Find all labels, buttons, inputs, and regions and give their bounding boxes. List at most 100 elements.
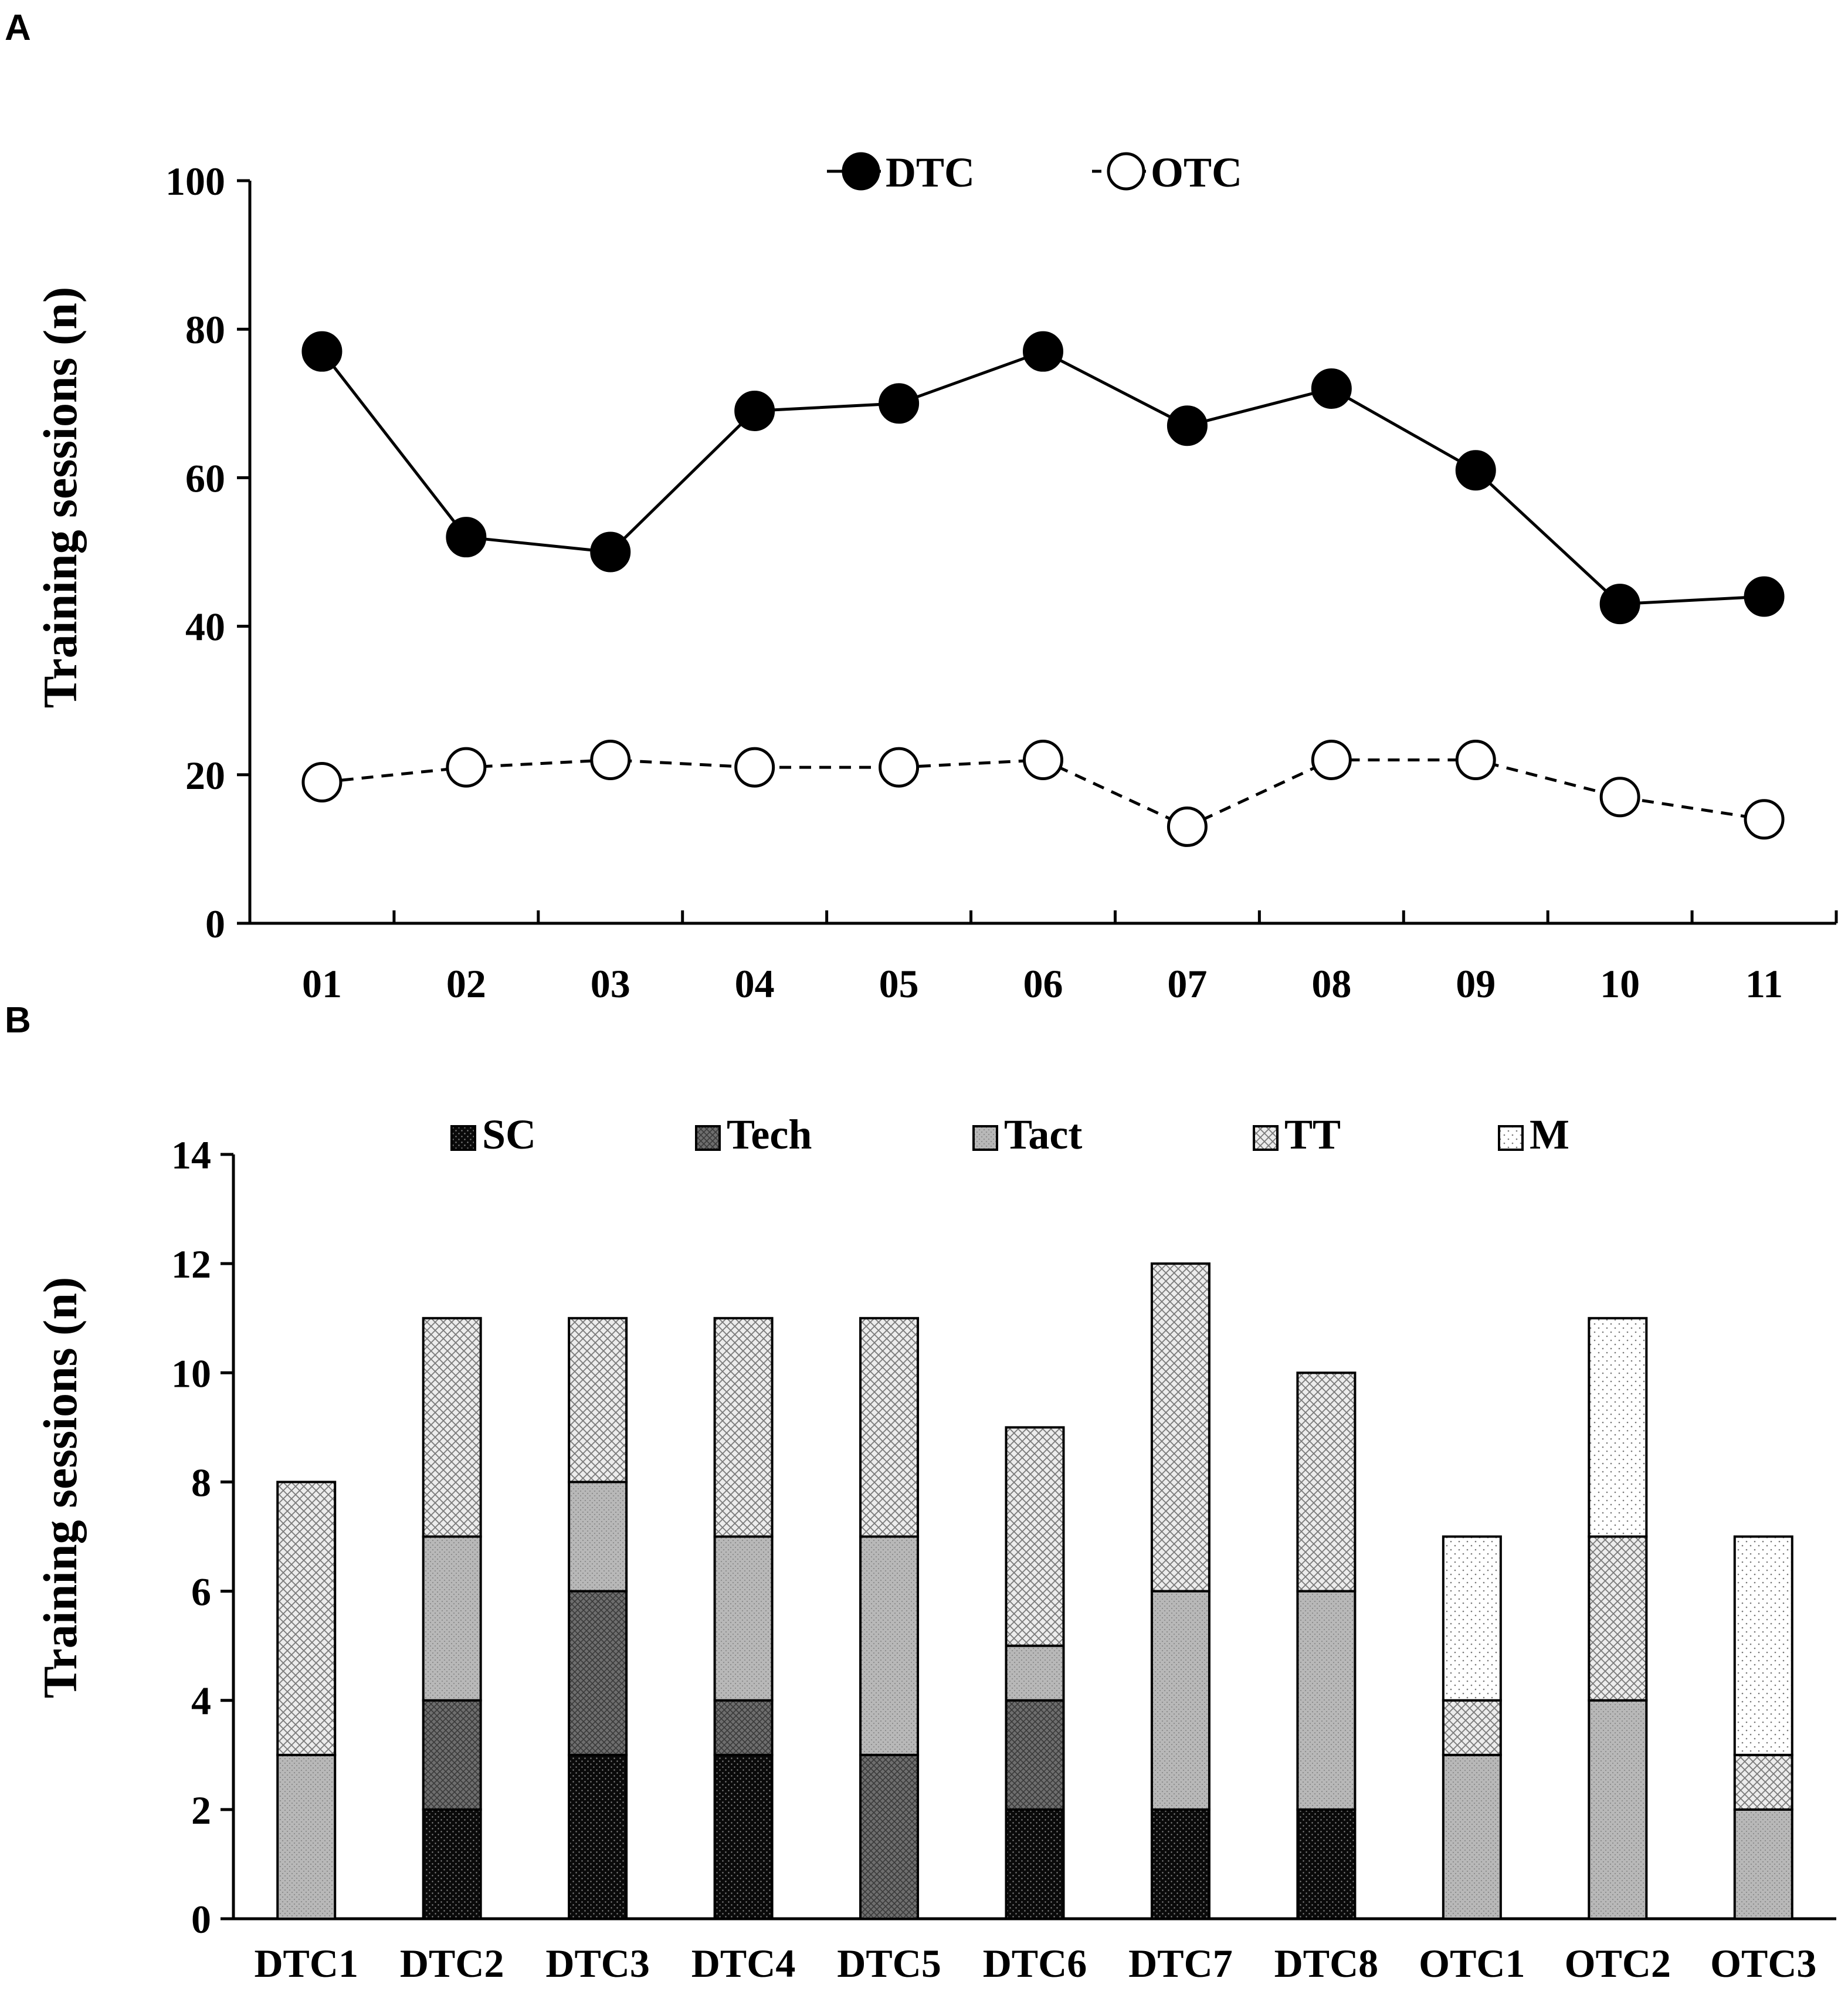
bar-chart-x-tick-label: OTC3 xyxy=(1710,1941,1816,1986)
bar-chart-x-tick-label: DTC7 xyxy=(1128,1941,1233,1986)
line-chart-x-tick-label: 05 xyxy=(879,961,919,1006)
series-otc-point xyxy=(1744,799,1785,840)
series-otc-point xyxy=(734,747,775,788)
bar-chart-y-tick-label: 4 xyxy=(191,1679,211,1723)
line-chart-x-tick-label: 01 xyxy=(302,961,342,1006)
bar-dtc8-tact-segment xyxy=(1296,1590,1357,1811)
line-chart-x-tick-label: 08 xyxy=(1311,961,1351,1006)
bar-dtc6-tt-segment xyxy=(1005,1426,1065,1647)
bar-chart-y-tick-label: 12 xyxy=(171,1242,211,1286)
bar-dtc5-tact-segment xyxy=(859,1535,920,1756)
series-dtc-point xyxy=(1311,368,1352,409)
bar-dtc7-tt-segment xyxy=(1150,1262,1210,1593)
bar-chart-y-tick-label: 8 xyxy=(191,1460,211,1505)
bar-dtc6-tact-segment xyxy=(1005,1644,1065,1702)
series-dtc-point xyxy=(734,390,775,431)
bar-otc3-tt-segment xyxy=(1733,1753,1793,1811)
panel-b-letter: B xyxy=(5,1000,31,1041)
bar-chart-x-tick-label: DTC1 xyxy=(254,1941,358,1986)
series-dtc-point xyxy=(1599,584,1640,625)
bar-dtc1-tt-segment xyxy=(276,1481,337,1756)
series-otc-point xyxy=(1311,739,1352,780)
bar-otc3-m-segment xyxy=(1733,1535,1793,1756)
bar-dtc1-tact-segment xyxy=(276,1753,337,1920)
bar-chart-x-tick-label: OTC1 xyxy=(1419,1941,1525,1986)
series-dtc-point xyxy=(446,517,487,558)
line-chart-x-tick-label: 07 xyxy=(1167,961,1207,1006)
legend-tech-swatch xyxy=(695,1125,721,1151)
bar-chart-y-tick-label: 0 xyxy=(191,1897,211,1942)
series-otc-point xyxy=(879,747,920,788)
line-chart-y-tick-label: 80 xyxy=(185,307,225,352)
legend-tt-swatch xyxy=(1253,1125,1279,1151)
legend-m-label: M xyxy=(1530,1111,1569,1158)
line-chart-x-tick-label: 02 xyxy=(446,961,486,1006)
line-chart-y-axis-title: Training sessions (n) xyxy=(33,287,87,708)
series-otc-point xyxy=(1599,777,1640,818)
bar-dtc5-tt-segment xyxy=(859,1317,920,1538)
bar-dtc3-sc-segment xyxy=(568,1753,628,1920)
bar-dtc4-sc-segment xyxy=(713,1753,774,1920)
line-chart-y-tick-label: 60 xyxy=(185,456,225,500)
legend-otc-label: OTC xyxy=(1151,149,1242,196)
series-otc-point xyxy=(446,747,487,788)
bar-otc1-m-segment xyxy=(1442,1535,1502,1702)
line-chart-y-tick-label: 40 xyxy=(185,605,225,649)
bar-chart-x-tick-label: DTC8 xyxy=(1274,1941,1379,1986)
bar-chart-y-tick-label: 2 xyxy=(191,1788,211,1833)
line-chart-y-tick-label: 0 xyxy=(205,902,225,946)
legend-sc-label: SC xyxy=(482,1111,536,1158)
legend-m-swatch xyxy=(1498,1125,1524,1151)
bar-otc3-tact-segment xyxy=(1733,1808,1793,1921)
bar-dtc7-tact-segment xyxy=(1150,1590,1210,1811)
line-chart-x-tick-label: 09 xyxy=(1456,961,1496,1006)
bar-dtc3-tech-segment xyxy=(568,1590,628,1756)
bar-dtc3-tact-segment xyxy=(568,1481,628,1593)
bar-chart-y-tick-label: 10 xyxy=(171,1351,211,1396)
bar-chart-y-tick-label: 14 xyxy=(171,1133,211,1177)
line-chart-y-tick-label: 100 xyxy=(165,159,225,204)
bar-dtc2-tech-segment xyxy=(422,1699,482,1811)
bar-chart-x-tick-label: DTC3 xyxy=(545,1941,650,1986)
bar-dtc2-tt-segment xyxy=(422,1317,482,1538)
bar-dtc3-tt-segment xyxy=(568,1317,628,1483)
legend-otc-marker xyxy=(1107,152,1145,191)
legend-tact-label: Tact xyxy=(1004,1111,1082,1158)
legend-sc-swatch xyxy=(450,1125,476,1151)
bar-dtc5-tech-segment xyxy=(859,1753,920,1920)
panel-a-letter: A xyxy=(5,8,31,48)
bar-otc2-m-segment xyxy=(1588,1317,1648,1538)
series-otc-point xyxy=(590,739,631,780)
line-chart-y-tick-label: 20 xyxy=(185,753,225,798)
series-otc-point xyxy=(301,761,343,802)
bar-chart-x-tick-label: OTC2 xyxy=(1565,1941,1671,1986)
series-otc-point xyxy=(1455,739,1496,780)
bar-otc1-tt-segment xyxy=(1442,1699,1502,1756)
bar-dtc8-tt-segment xyxy=(1296,1371,1357,1593)
bar-otc2-tact-segment xyxy=(1588,1699,1648,1921)
legend-dtc-label: DTC xyxy=(886,149,975,196)
bar-dtc6-sc-segment xyxy=(1005,1808,1065,1921)
legend-tt-label: TT xyxy=(1284,1111,1341,1158)
stacked-bar-chart: Training sessions (n) 0 2 4 6 8 10 12 14 DTC1 DTC… xyxy=(33,1111,1836,1986)
bar-dtc7-sc-segment xyxy=(1150,1808,1210,1921)
bar-chart-y-axis-title: Training sessions (n) xyxy=(33,1277,87,1698)
series-otc-point xyxy=(1167,806,1208,847)
series-dtc-point xyxy=(301,331,343,372)
bar-dtc2-sc-segment xyxy=(422,1808,482,1921)
legend-tact-swatch xyxy=(972,1125,998,1151)
series-dtc-line xyxy=(320,350,1765,606)
series-dtc-point xyxy=(1167,405,1208,446)
line-chart-x-tick-label: 03 xyxy=(591,961,630,1006)
bar-chart-x-tick-label: DTC2 xyxy=(400,1941,504,1986)
bar-chart-x-tick-label: DTC5 xyxy=(837,1941,941,1986)
legend-dtc-marker xyxy=(842,152,880,191)
bar-dtc8-sc-segment xyxy=(1296,1808,1357,1921)
line-chart: Training sessions (n) 0 20 40 60 80 100 01 02 03… xyxy=(33,149,1838,1006)
bar-chart-x-tick-label: DTC6 xyxy=(983,1941,1087,1986)
series-otc-point xyxy=(1023,739,1063,780)
bar-dtc6-tech-segment xyxy=(1005,1699,1065,1811)
bar-otc1-tact-segment xyxy=(1442,1753,1502,1920)
legend-tech-label: Tech xyxy=(727,1111,812,1158)
